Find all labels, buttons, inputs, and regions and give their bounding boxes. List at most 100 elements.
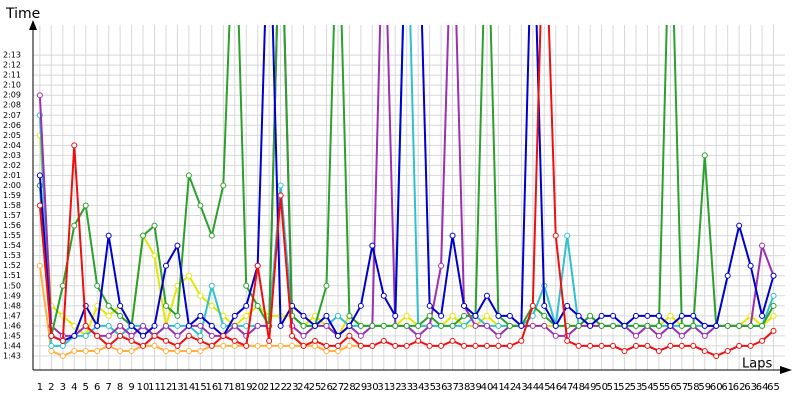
data-point (655, 322, 662, 329)
x-tick-label: 48 (572, 382, 585, 393)
x-tick-label: 26 (320, 382, 333, 393)
data-point (94, 322, 101, 329)
data-point (541, 312, 548, 319)
data-point (151, 332, 158, 339)
data-point (747, 322, 754, 329)
x-tick-label: 45 (538, 382, 551, 393)
data-point (483, 312, 490, 319)
y-tick-label: 2:12 (3, 61, 21, 70)
data-point (678, 332, 685, 339)
data-point (174, 332, 181, 339)
x-tick-label: 9 (128, 382, 134, 393)
data-point (243, 282, 250, 289)
data-point (541, 322, 548, 329)
data-point (174, 322, 181, 329)
data-point (151, 322, 158, 329)
data-point (690, 312, 697, 319)
data-point (644, 322, 651, 329)
data-point (449, 322, 456, 329)
data-point (48, 342, 55, 349)
data-point (185, 322, 192, 329)
data-point (610, 322, 617, 329)
data-point (759, 242, 766, 249)
data-point (587, 312, 594, 319)
data-point (243, 302, 250, 309)
x-tick-label: 52 (618, 382, 631, 393)
x-tick-label: 3 (60, 382, 66, 393)
data-point (701, 322, 708, 329)
data-point (266, 337, 273, 344)
data-point (277, 192, 284, 199)
data-point (518, 337, 525, 344)
data-point (541, 302, 548, 309)
data-point (552, 332, 559, 339)
y-tick-label: 1:59 (3, 191, 21, 200)
data-point (185, 332, 192, 339)
data-point (243, 312, 250, 319)
data-point (71, 332, 78, 339)
data-point (655, 312, 662, 319)
y-tick-label: 2:05 (3, 131, 21, 140)
y-tick-label: 1:46 (3, 321, 21, 330)
data-point (587, 322, 594, 329)
data-point (770, 302, 777, 309)
x-tick-label: 8 (117, 382, 123, 393)
y-tick-label: 1:47 (3, 311, 21, 320)
data-point (713, 322, 720, 329)
data-point (220, 182, 227, 189)
y-tick-label: 2:07 (3, 111, 21, 120)
data-point (346, 332, 353, 339)
data-point (323, 322, 330, 329)
data-point (185, 272, 192, 279)
data-point (449, 337, 456, 344)
x-tick-label: 12 (160, 382, 173, 393)
data-point (346, 312, 353, 319)
data-point (82, 202, 89, 209)
x-tick-label: 23 (286, 382, 299, 393)
data-point (655, 347, 662, 354)
y-tick-label: 2:09 (3, 91, 21, 100)
y-tick-label: 2:01 (3, 171, 21, 180)
data-point (231, 312, 238, 319)
data-point (208, 282, 215, 289)
x-tick-label: 15 (194, 382, 207, 393)
data-point (369, 322, 376, 329)
y-tick-label: 1:51 (3, 271, 21, 280)
data-point (701, 152, 708, 159)
data-point (403, 342, 410, 349)
data-point (105, 322, 112, 329)
y-tick-label: 2:04 (3, 141, 21, 150)
x-tick-label: 63 (744, 382, 757, 393)
x-tick-label: 21 (263, 382, 276, 393)
data-point (243, 342, 250, 349)
data-point (701, 347, 708, 354)
data-point (208, 302, 215, 309)
data-point (323, 282, 330, 289)
data-point (174, 342, 181, 349)
data-point (346, 342, 353, 349)
x-tick-label: 33 (400, 382, 413, 393)
data-point (770, 327, 777, 334)
data-point (197, 292, 204, 299)
data-point (300, 322, 307, 329)
data-point (369, 342, 376, 349)
data-point (197, 332, 204, 339)
data-point (357, 302, 364, 309)
data-point (564, 337, 571, 344)
data-point (495, 312, 502, 319)
data-point (277, 182, 284, 189)
data-point (82, 347, 89, 354)
data-point (438, 322, 445, 329)
y-tick-label: 1:49 (3, 291, 21, 300)
data-point (59, 352, 66, 359)
data-point (105, 312, 112, 319)
x-tick-label: 36 (435, 382, 448, 393)
x-tick-label: 64 (756, 382, 769, 393)
x-tick-label: 54 (641, 382, 654, 393)
data-point (736, 322, 743, 329)
data-point (105, 342, 112, 349)
data-point (678, 342, 685, 349)
data-point (415, 332, 422, 339)
data-point (231, 337, 238, 344)
data-point (598, 342, 605, 349)
